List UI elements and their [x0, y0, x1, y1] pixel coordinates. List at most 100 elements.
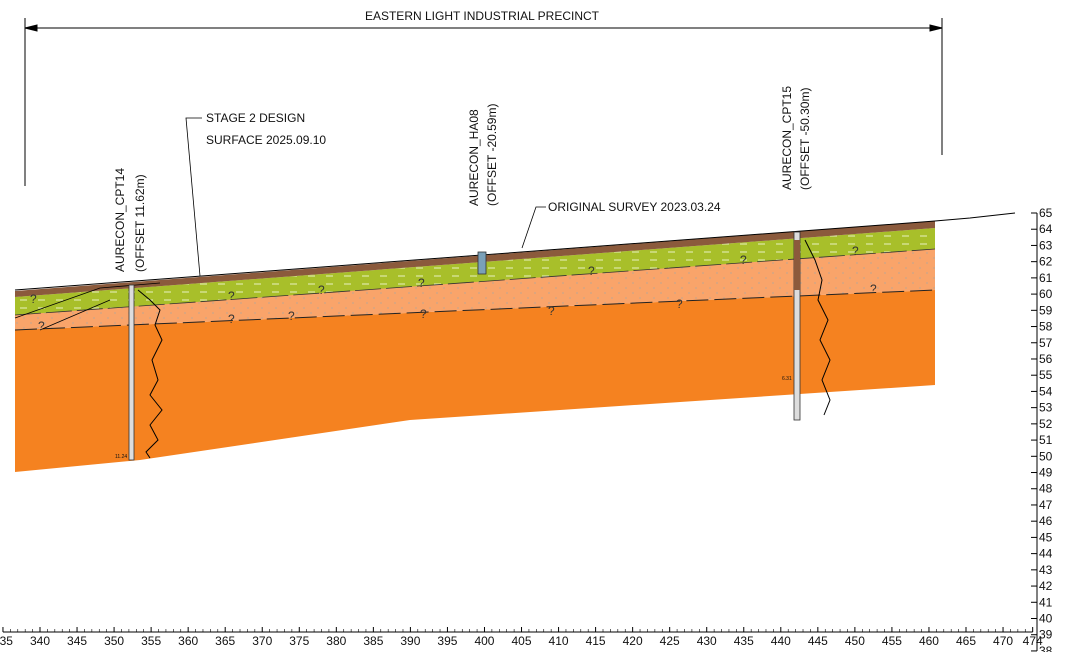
end-depth: 11.24 — [115, 454, 127, 460]
x-tick-label: 450 — [845, 634, 865, 648]
x-tick-label: 385 — [363, 634, 383, 648]
x-tick-label: 465 — [956, 634, 976, 648]
borehole-offset: (OFFSET 11.62m) — [133, 174, 147, 272]
survey-line — [14, 282, 161, 319]
y-tick-label: 40 — [1039, 612, 1053, 626]
x-tick-label: 455 — [882, 634, 902, 648]
y-tick-label: 47 — [1039, 498, 1053, 512]
x-tick-label: 340 — [30, 634, 50, 648]
y-tick-label: 45 — [1039, 530, 1053, 544]
y-tick-label: 48 — [1039, 482, 1053, 496]
marker: ? — [418, 276, 425, 290]
x-tick-label: 430 — [697, 634, 717, 648]
x-tick-label: 410 — [549, 634, 569, 648]
x-tick-label: 474 — [1023, 634, 1043, 648]
borehole-offset: (OFFSET -50.30m) — [798, 88, 812, 190]
x-tick-label: 360 — [178, 634, 198, 648]
x-tick-label: 355 — [141, 634, 161, 648]
topsoil — [15, 221, 935, 297]
y-tick-label: 65 — [1039, 206, 1053, 220]
y-tick-label: 55 — [1039, 368, 1053, 382]
x-tick-label: 400 — [474, 634, 494, 648]
lower-layer — [15, 290, 935, 472]
y-tick-label: 63 — [1039, 238, 1053, 252]
x-tick-label: 440 — [771, 634, 791, 648]
borehole-cpt15: 6.31 AURECON_CPT15 (OFFSET -50.30m) — [780, 86, 831, 421]
y-tick-label: 57 — [1039, 336, 1053, 350]
marker: ? — [852, 244, 859, 258]
borehole-offset: (OFFSET -20.59m) — [485, 104, 499, 206]
leader — [185, 117, 202, 277]
annotation: STAGE 2 DESIGN — [206, 111, 305, 125]
y-tick-label: 53 — [1039, 401, 1053, 415]
survey-line — [39, 299, 111, 331]
borehole-cpt14: 11.24 AURECON_CPT14 (OFFSET 11.62m) — [113, 168, 163, 461]
marker: ? — [548, 304, 555, 318]
y-tick-label: 52 — [1039, 417, 1053, 431]
marker: ? — [870, 282, 877, 296]
marker: ? — [676, 297, 683, 311]
y-tick-label: 50 — [1039, 449, 1053, 463]
annotation: SURFACE 2025.09.10 — [206, 133, 326, 147]
y-tick-label: 61 — [1039, 271, 1053, 285]
y-tick-label: 60 — [1039, 287, 1053, 301]
dimension — [24, 18, 943, 186]
uncertain-markers: ? ? ? ? ? ? ? ? ? ? ? ? ? ? — [30, 244, 877, 333]
green-layer-dash — [15, 228, 935, 315]
borehole-name: AURECON_CPT15 — [780, 86, 794, 190]
end-depth: 6.31 — [782, 376, 792, 382]
sand-layer-dots — [15, 248, 935, 330]
y-tick-label: 64 — [1039, 222, 1053, 236]
marker: ? — [38, 319, 45, 333]
x-tick-label: 335 — [0, 634, 13, 648]
x-tick-label: 390 — [400, 634, 420, 648]
x-tick-label: 420 — [623, 634, 643, 648]
y-tick-label: 54 — [1039, 384, 1053, 398]
y-tick-label: 49 — [1039, 466, 1053, 480]
y-tick-label: 62 — [1039, 255, 1053, 269]
y-tick-label: 59 — [1039, 303, 1053, 317]
design-surface-line — [14, 212, 1016, 291]
x-tick-label: 345 — [67, 634, 87, 648]
x-tick-label: 445 — [808, 634, 828, 648]
y-tick-label: 46 — [1039, 514, 1053, 528]
boundary — [14, 248, 936, 316]
leader — [521, 206, 546, 249]
x-tick-label: 435 — [734, 634, 754, 648]
marker: ? — [318, 283, 325, 297]
x-tick-label: 375 — [289, 634, 309, 648]
annotation: ORIGINAL SURVEY 2023.03.24 — [548, 200, 721, 214]
x-tick-label: 370 — [252, 634, 272, 648]
y-tick-label: 56 — [1039, 352, 1053, 366]
x-tick-label: 350 — [104, 634, 124, 648]
x-tick-label: 425 — [660, 634, 680, 648]
y-tick-label: 38 — [1039, 644, 1053, 652]
marker: ? — [288, 309, 295, 323]
y-tick-label: 43 — [1039, 563, 1053, 577]
x-tick-label: 405 — [512, 634, 532, 648]
x-tick-label: 395 — [437, 634, 457, 648]
y-tick-label: 41 — [1039, 595, 1053, 609]
borehole-name: AURECON_HA08 — [467, 109, 481, 206]
x-tick-label: 365 — [215, 634, 235, 648]
boundary — [14, 289, 936, 331]
x-tick-label: 470 — [993, 634, 1013, 648]
marker: ? — [740, 253, 747, 267]
y-tick-label: 39 — [1039, 628, 1053, 642]
axes: 3353403453503553603653703753803853903954… — [0, 206, 1053, 652]
title: EASTERN LIGHT INDUSTRIAL PRECINCT — [365, 9, 600, 23]
marker: ? — [30, 292, 37, 306]
borehole-name: AURECON_CPT14 — [113, 168, 127, 272]
y-tick-label: 42 — [1039, 579, 1053, 593]
x-tick-label: 460 — [919, 634, 939, 648]
y-tick-label: 44 — [1039, 547, 1053, 561]
marker: ? — [228, 289, 235, 303]
marker: ? — [588, 264, 595, 278]
x-tick-label: 415 — [586, 634, 606, 648]
y-tick-label: 58 — [1039, 320, 1053, 334]
x-tick-label: 380 — [326, 634, 346, 648]
y-tick-label: 51 — [1039, 433, 1053, 447]
marker: ? — [228, 312, 235, 326]
marker: ? — [420, 307, 427, 321]
